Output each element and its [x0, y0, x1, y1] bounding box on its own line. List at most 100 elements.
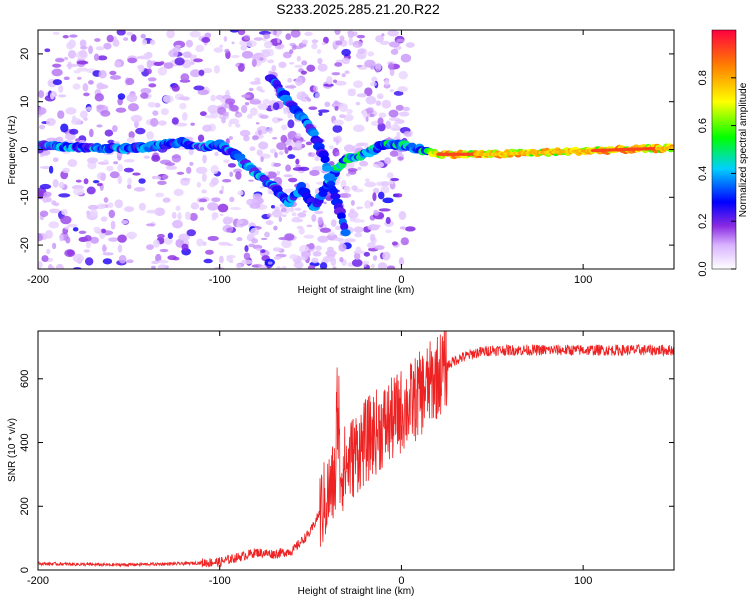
noise-cell: [63, 76, 70, 81]
bottom-y-tick-label: 0: [19, 567, 31, 573]
noise-cell: [202, 124, 212, 132]
top-y-tick-label: 10: [19, 96, 31, 108]
noise-cell: [109, 75, 122, 80]
noise-cell: [295, 140, 303, 150]
noise-cell: [256, 77, 261, 83]
noise-cell: [354, 232, 363, 238]
noise-cell: [267, 261, 273, 265]
noise-cell: [278, 61, 287, 69]
noise-cell: [271, 209, 283, 218]
noise-cell: [391, 241, 398, 246]
noise-cell: [41, 255, 49, 263]
noise-cell: [272, 102, 280, 111]
noise-cell: [250, 227, 259, 236]
noise-cell: [38, 233, 44, 242]
noise-cell: [64, 226, 70, 230]
noise-cell: [143, 155, 150, 159]
noise-cell: [330, 219, 337, 227]
noise-cell: [245, 40, 257, 48]
noise-cell: [290, 30, 301, 38]
noise-cell: [312, 85, 319, 92]
noise-cell: [178, 96, 190, 101]
noise-cell: [72, 83, 81, 90]
noise-cell: [235, 110, 239, 114]
noise-cell: [114, 60, 122, 68]
noise-cell: [174, 44, 182, 48]
noise-cell: [143, 52, 151, 60]
noise-cell: [357, 166, 362, 171]
noise-cell: [386, 172, 394, 179]
noise-cell: [198, 198, 208, 203]
noise-cell: [52, 242, 57, 250]
noise-cell: [251, 55, 263, 60]
noise-cell: [86, 157, 99, 164]
noise-cell: [67, 50, 77, 59]
noise-cell: [346, 31, 351, 34]
noise-cell: [304, 96, 310, 100]
noise-cell: [249, 146, 256, 152]
noise-cell: [398, 111, 410, 117]
noise-cell: [268, 220, 272, 225]
colorbar-ticks: 0.0 0.2 0.4 0.6 0.8: [697, 70, 736, 277]
noise-cell: [367, 242, 376, 249]
bottom-x-tick-label: -200: [27, 575, 49, 587]
noise-cell: [193, 85, 205, 91]
noise-cell: [292, 167, 304, 172]
noise-cell: [346, 108, 353, 115]
noise-cell: [102, 258, 113, 265]
noise-cell: [270, 205, 276, 209]
noise-cell: [203, 258, 213, 264]
noise-cell: [112, 125, 118, 133]
noise-cell: [244, 102, 250, 106]
noise-cell: [380, 181, 390, 187]
noise-cell: [58, 193, 71, 198]
noise-cell: [375, 68, 380, 73]
noise-cell: [278, 236, 290, 241]
noise-cell: [85, 240, 91, 249]
noise-cell: [253, 37, 264, 41]
noise-cell: [339, 103, 348, 113]
noise-cell: [356, 206, 360, 210]
noise-cell: [370, 263, 375, 269]
noise-cell: [237, 190, 244, 196]
bottom-y-tick-label: 200: [19, 497, 31, 515]
noise-cell: [300, 70, 307, 75]
top-y-tick-label: 20: [19, 48, 31, 60]
noise-cell: [140, 33, 146, 39]
noise-cell: [284, 85, 297, 89]
top-x-tick-label: -200: [27, 274, 49, 286]
noise-cell: [92, 179, 100, 184]
noise-cell: [243, 34, 250, 41]
noise-cell: [157, 233, 165, 239]
noise-cell: [390, 48, 399, 55]
noise-cell: [365, 116, 369, 122]
noise-cell: [236, 219, 244, 225]
noise-cell: [334, 30, 341, 36]
noise-cell: [154, 102, 161, 108]
noise-cell: [57, 110, 65, 119]
noise-cell: [287, 77, 293, 83]
noise-cell: [100, 110, 111, 117]
noise-cell: [146, 244, 154, 251]
ridge-cell: [311, 137, 324, 145]
noise-cell: [260, 264, 267, 269]
bottom-x-tick-label: -100: [209, 575, 231, 587]
noise-cell: [132, 172, 141, 176]
noise-cell: [329, 145, 334, 150]
noise-cell: [202, 154, 207, 164]
noise-cell: [258, 141, 269, 150]
noise-cell: [396, 131, 401, 139]
noise-cell: [62, 34, 69, 39]
noise-cell: [108, 209, 116, 219]
noise-cell: [280, 207, 287, 213]
noise-cell: [334, 80, 347, 86]
noise-cell: [113, 161, 119, 165]
noise-cell: [49, 208, 60, 214]
noise-cell: [46, 248, 51, 255]
noise-cell: [201, 173, 207, 182]
bottom-x-tick-label: 100: [574, 575, 592, 587]
noise-cell: [167, 255, 177, 261]
noise-cell: [323, 36, 329, 44]
noise-cell: [247, 113, 253, 119]
noise-cell: [283, 174, 293, 178]
